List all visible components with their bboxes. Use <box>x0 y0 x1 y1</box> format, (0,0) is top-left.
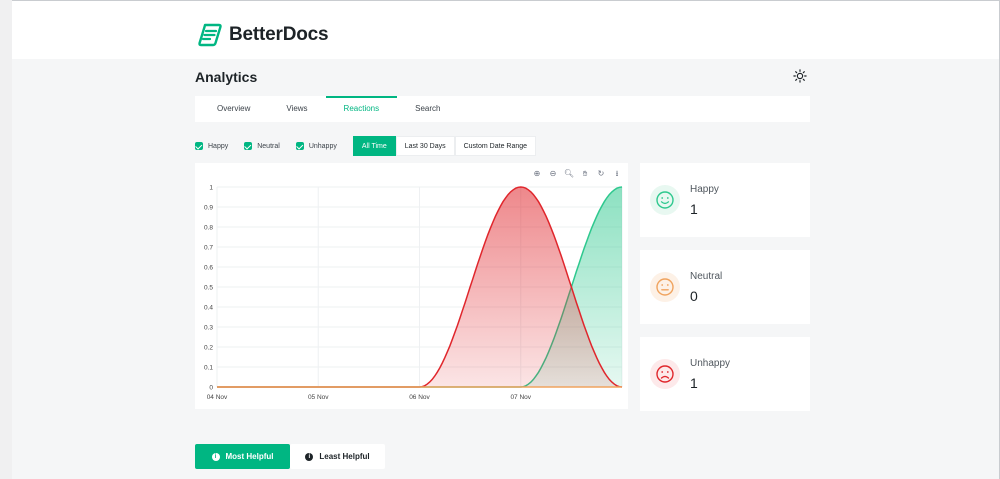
checkbox-checked-icon <box>244 142 253 150</box>
y-tick-label: 1 <box>209 185 213 192</box>
zoom-select-icon[interactable]: 🔍︎ <box>563 169 575 178</box>
y-tick-label: 0.2 <box>204 345 213 352</box>
neutral-stat-value: 0 <box>690 288 698 304</box>
happy-stat-label: Happy <box>690 184 719 195</box>
happy-checkbox-label: Happy <box>208 142 229 150</box>
happy-stat-card: Happy 1 <box>640 163 810 237</box>
y-tick-label: 0.8 <box>204 225 213 232</box>
happy-face-icon <box>650 185 680 215</box>
unhappy-stat-label: Unhappy <box>690 358 731 369</box>
neutral-stat-card: Neutral 0 <box>640 250 810 324</box>
all-time-button[interactable]: All Time <box>352 136 396 156</box>
neutral-checkbox-label: Neutral <box>257 142 280 150</box>
reactions-chart-plot: 0 0.1 0.2 0.3 0.4 0.5 0.6 0.7 0.8 0.9 1 04 Nov 05 No… <box>204 185 623 401</box>
x-tick-label: 04 Nov <box>207 394 228 401</box>
happy-checkbox[interactable]: Happy <box>195 142 228 150</box>
tab-reactions[interactable]: Reactions <box>325 96 398 122</box>
y-tick-label: 0.1 <box>204 365 213 372</box>
unhappy-stat-value: 1 <box>690 375 698 391</box>
least-helpful-button[interactable]: i Least Helpful <box>290 444 385 469</box>
sad-face-icon <box>650 359 680 389</box>
unhappy-stat-card: Unhappy 1 <box>640 337 810 411</box>
info-icon: i <box>305 452 314 461</box>
checkbox-checked-icon <box>295 142 304 150</box>
y-tick-label: 0.3 <box>204 325 213 332</box>
theme-toggle-button[interactable] <box>790 66 810 86</box>
top-header <box>12 1 999 59</box>
betterdocs-logo-icon <box>198 23 222 47</box>
neutral-checkbox[interactable]: Neutral <box>244 142 280 150</box>
y-tick-label: 0.4 <box>204 305 213 312</box>
chart-filters: Happy Neutral Unhappy All Time Last 30 D… <box>195 136 537 156</box>
analytics-tabs: Overview Views Reactions Search <box>195 96 810 122</box>
download-icon[interactable]: ⭳ <box>615 169 619 178</box>
most-helpful-button[interactable]: i Most Helpful <box>195 444 290 469</box>
window-gutter <box>0 0 12 479</box>
y-tick-label: 0.6 <box>204 265 213 272</box>
zoom-out-icon[interactable]: ⊖ <box>549 169 557 178</box>
y-tick-label: 0.5 <box>204 285 213 292</box>
zoom-in-icon[interactable]: ⊕ <box>533 169 541 178</box>
page-title: Analytics <box>195 69 258 85</box>
neutral-face-icon <box>650 272 680 302</box>
most-helpful-label: Most Helpful <box>225 452 274 461</box>
sun-icon <box>793 69 807 83</box>
tab-overview[interactable]: Overview <box>217 104 251 113</box>
unhappy-checkbox-label: Unhappy <box>308 142 337 150</box>
brand-name: BetterDocs <box>229 24 329 45</box>
reactions-chart: 0 0.1 0.2 0.3 0.4 0.5 0.6 0.7 0.8 0.9 1 04 Nov 05 No… <box>195 163 628 409</box>
chart-toolbar: ⊕ ⊖ 🔍︎ ✋︎ ↻ ⭳ <box>532 169 622 179</box>
least-helpful-label: Least Helpful <box>319 452 370 461</box>
y-tick-label: 0 <box>209 385 213 392</box>
x-tick-label: 05 Nov <box>308 394 329 401</box>
window-border-top <box>0 0 1000 1</box>
unhappy-checkbox[interactable]: Unhappy <box>295 142 337 150</box>
x-tick-label: 07 Nov <box>510 394 531 401</box>
x-tick-label: 06 Nov <box>409 394 430 401</box>
tab-views[interactable]: Views <box>286 104 308 113</box>
date-range-group: All Time Last 30 Days Custom Date Range <box>352 136 537 156</box>
last-30-days-button[interactable]: Last 30 Days <box>395 136 455 156</box>
info-icon: i <box>211 452 220 461</box>
checkbox-checked-icon <box>195 142 203 150</box>
neutral-stat-label: Neutral <box>690 271 723 282</box>
pan-hand-icon[interactable]: ✋︎ <box>582 169 588 178</box>
brand-logo[interactable]: BetterDocs <box>197 22 329 48</box>
y-tick-label: 0.7 <box>204 245 213 252</box>
reset-icon[interactable]: ↻ <box>597 169 605 178</box>
tab-search[interactable]: Search <box>415 104 441 113</box>
happy-stat-value: 1 <box>690 201 698 217</box>
series-area <box>217 187 622 387</box>
custom-date-range-button[interactable]: Custom Date Range <box>454 136 537 156</box>
y-tick-label: 0.9 <box>204 205 213 212</box>
